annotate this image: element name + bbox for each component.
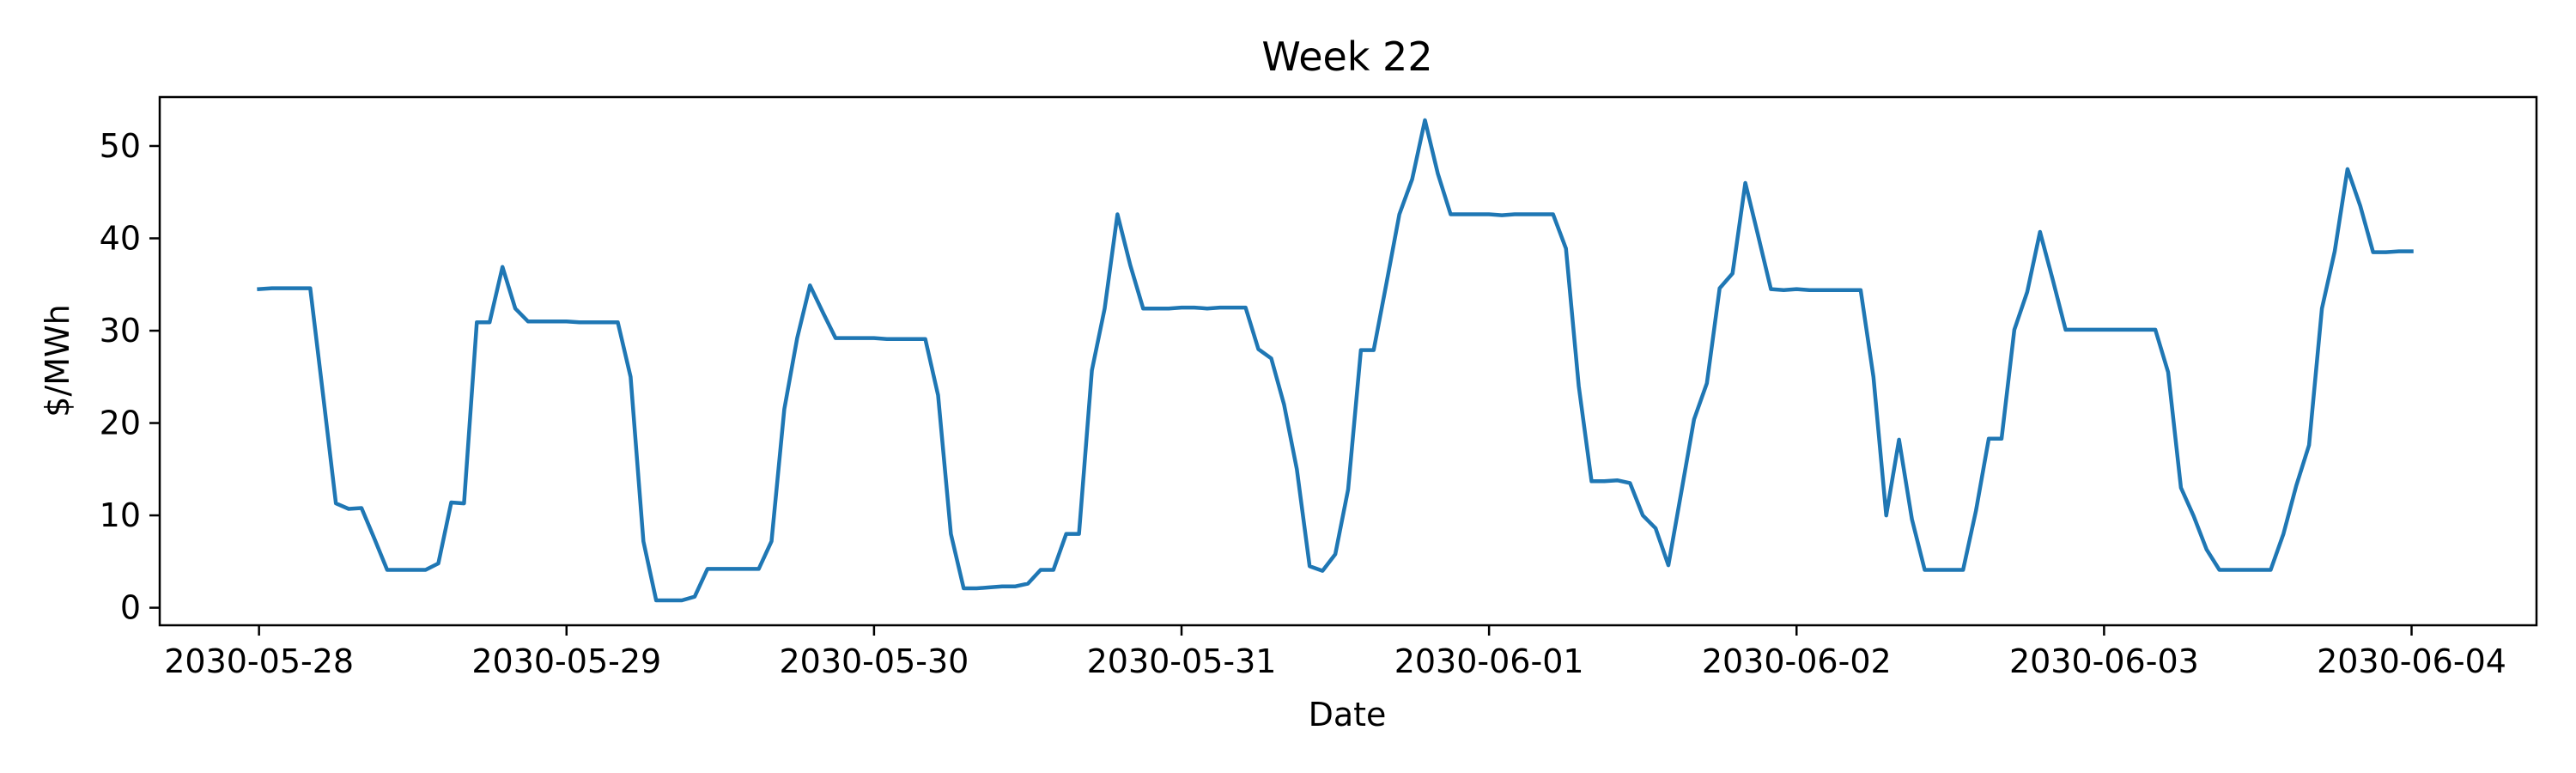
y-tick-label: 50 xyxy=(100,127,141,165)
x-tick-label: 2030-05-29 xyxy=(471,642,661,680)
y-axis-label: $/MWh xyxy=(39,304,76,417)
y-tick-label: 30 xyxy=(100,312,141,350)
y-tick-label: 20 xyxy=(100,405,141,442)
plot-area: 2030-05-28 2030-05-29 2030-05-30 2030-05-31… xyxy=(100,95,2538,680)
x-tick-label: 2030-06-03 xyxy=(2009,642,2199,680)
y-tick-label: 0 xyxy=(120,589,141,627)
x-tick-label: 2030-05-31 xyxy=(1087,642,1277,680)
series-line xyxy=(257,118,2414,603)
axes-frame xyxy=(158,95,2538,627)
x-tick-label: 2030-05-28 xyxy=(164,642,354,680)
x-tick-label: 2030-06-02 xyxy=(1702,642,1892,680)
x-tick-label: 2030-05-30 xyxy=(779,642,969,680)
chart-title: Week 22 xyxy=(1261,33,1432,80)
y-tick-label: 40 xyxy=(100,220,141,258)
y-tick-label: 10 xyxy=(100,496,141,534)
x-tick-label: 2030-06-04 xyxy=(2317,642,2506,680)
x-axis-label: Date xyxy=(1309,696,1387,733)
x-tick-label: 2030-06-01 xyxy=(1394,642,1584,680)
